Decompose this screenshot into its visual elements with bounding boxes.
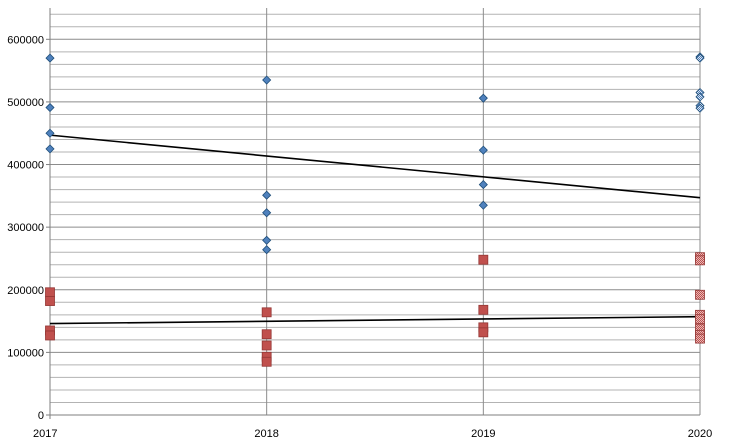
data-point-diamond xyxy=(478,200,488,210)
data-point-diamond xyxy=(45,53,55,63)
trendline-series-1 xyxy=(49,134,701,199)
y-tick-label: 100000 xyxy=(7,347,44,359)
x-tick-label: 2020 xyxy=(688,428,712,440)
x-tick-label: 2017 xyxy=(33,428,57,440)
data-point-square xyxy=(45,287,55,298)
data-point-diamond xyxy=(262,208,272,218)
data-point-diamond xyxy=(478,180,488,190)
data-point-square xyxy=(261,356,272,367)
data-point-diamond xyxy=(695,92,705,102)
y-tick-label: 400000 xyxy=(7,160,44,172)
data-point-diamond xyxy=(45,144,55,154)
axis-layer xyxy=(46,8,700,419)
tick-label-layer: 0 100000 200000 300000 400000 500000 600000 201… xyxy=(7,34,712,440)
data-point-square xyxy=(45,296,55,306)
trendline-series-2 xyxy=(49,315,701,325)
data-point-square xyxy=(45,330,55,341)
x-tick-label: 2019 xyxy=(471,428,495,440)
y-tick-label: 200000 xyxy=(7,285,44,297)
data-point-square xyxy=(695,333,705,344)
data-point-square xyxy=(261,329,272,340)
y-tick-label: 300000 xyxy=(7,222,44,234)
data-point-diamond xyxy=(695,103,705,113)
trendline-layer xyxy=(49,134,701,325)
data-point-square xyxy=(695,289,705,300)
data-point-square xyxy=(261,307,272,318)
data-point-square xyxy=(261,340,272,351)
data-point-diamond xyxy=(45,102,55,113)
data-point-diamond xyxy=(45,128,55,138)
grid-layer xyxy=(49,8,701,415)
y-tick-label: 500000 xyxy=(7,97,44,109)
data-point-square xyxy=(695,255,705,266)
x-tick-label: 2018 xyxy=(254,428,278,440)
marker-layer xyxy=(45,52,705,367)
data-point-diamond xyxy=(262,190,272,200)
data-point-square xyxy=(478,327,489,338)
data-point-diamond xyxy=(262,235,272,245)
data-point-diamond xyxy=(478,145,488,155)
data-point-square xyxy=(478,304,489,315)
data-point-diamond xyxy=(262,245,272,255)
y-tick-label: 0 xyxy=(38,410,44,422)
data-point-diamond xyxy=(478,93,488,103)
data-point-square xyxy=(695,314,705,325)
data-point-diamond xyxy=(695,53,705,63)
data-point-square xyxy=(478,254,489,265)
data-point-diamond xyxy=(262,75,272,85)
y-tick-label: 600000 xyxy=(7,34,44,46)
